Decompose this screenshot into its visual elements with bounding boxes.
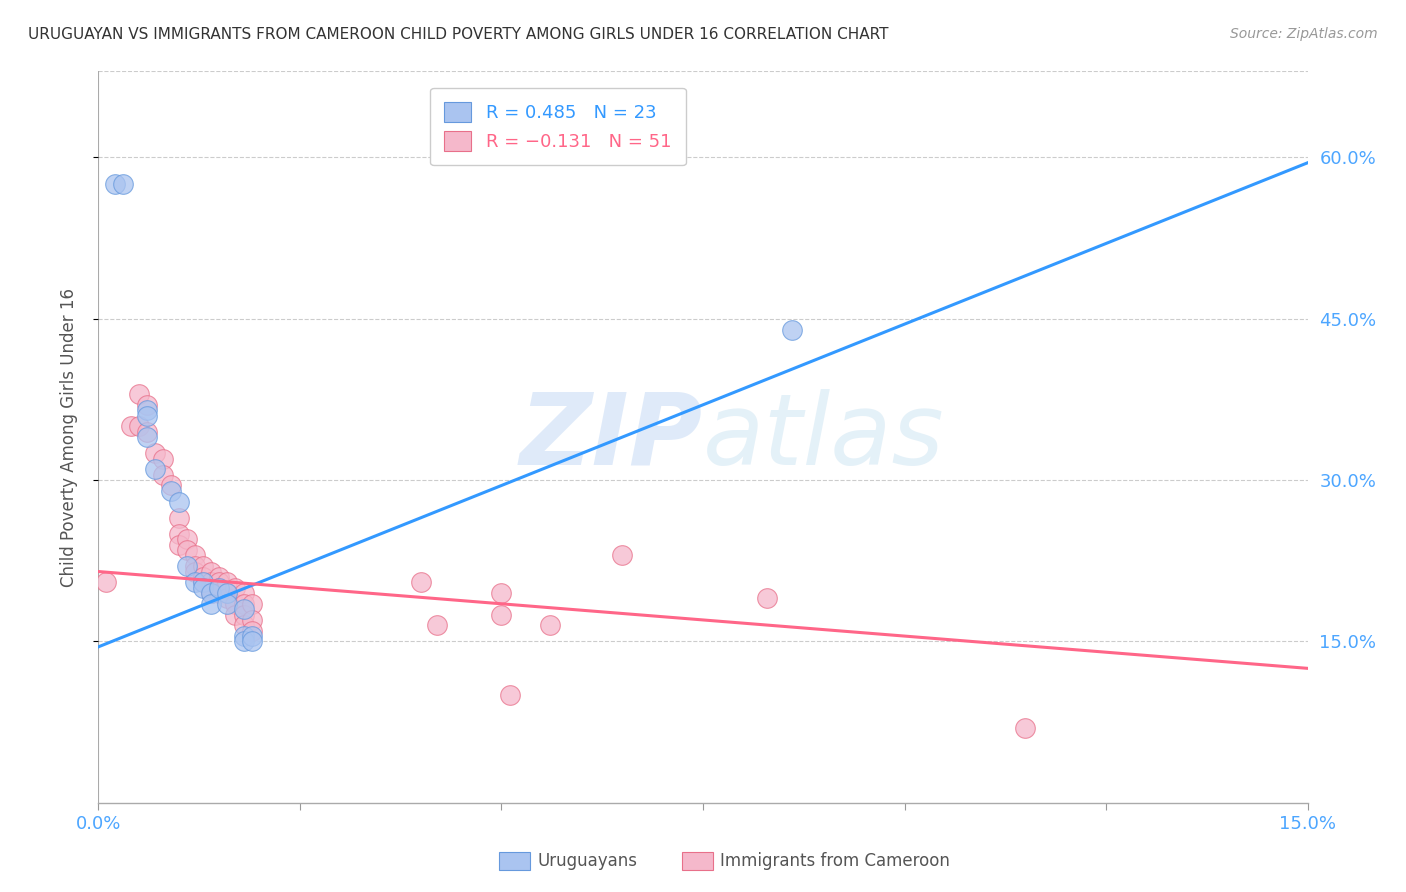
Point [135, 403, 157, 417]
Point [167, 538, 190, 552]
Point [217, 591, 239, 606]
Point [612, 549, 634, 563]
Point [128, 419, 150, 434]
Point [143, 462, 166, 476]
Point [224, 597, 246, 611]
Point [111, 178, 134, 192]
Point [193, 575, 215, 590]
Point [160, 483, 183, 498]
Point [208, 581, 231, 595]
Point [135, 430, 157, 444]
Point [240, 613, 263, 627]
Point [128, 387, 150, 401]
Point [217, 597, 239, 611]
Point [135, 398, 157, 412]
Point [200, 565, 222, 579]
Legend: R = 0.485   N = 23, R = −0.131   N = 51: R = 0.485 N = 23, R = −0.131 N = 51 [430, 87, 686, 165]
Point [240, 629, 263, 643]
Text: ZIP: ZIP [520, 389, 703, 485]
Point [224, 581, 246, 595]
Point [232, 618, 254, 632]
Point [232, 597, 254, 611]
Point [167, 527, 190, 541]
Point [232, 629, 254, 643]
Point [184, 559, 207, 574]
Point [200, 581, 222, 595]
Point [208, 581, 231, 595]
Point [217, 586, 239, 600]
Point [217, 586, 239, 600]
Text: Source: ZipAtlas.com: Source: ZipAtlas.com [1230, 27, 1378, 41]
Point [176, 533, 198, 547]
Point [208, 586, 231, 600]
Point [200, 575, 222, 590]
Point [426, 618, 449, 632]
Point [135, 425, 157, 439]
Point [498, 688, 520, 702]
Point [409, 575, 432, 590]
Point [200, 586, 222, 600]
Point [491, 586, 513, 600]
Point [780, 322, 803, 336]
Point [184, 575, 207, 590]
Point [756, 591, 779, 606]
Point [103, 178, 125, 192]
Point [176, 559, 198, 574]
Point [184, 565, 207, 579]
Point [232, 602, 254, 616]
Point [491, 607, 513, 622]
Text: atlas: atlas [703, 389, 945, 485]
Point [184, 549, 207, 563]
Point [152, 467, 174, 482]
Point [232, 586, 254, 600]
Point [167, 494, 190, 508]
Point [152, 451, 174, 466]
Point [193, 559, 215, 574]
Point [240, 634, 263, 648]
Point [200, 597, 222, 611]
Point [1014, 721, 1036, 735]
Point [240, 624, 263, 638]
Point [232, 607, 254, 622]
Point [160, 478, 183, 492]
Point [208, 575, 231, 590]
Text: Uruguayans: Uruguayans [537, 852, 637, 870]
Point [143, 446, 166, 460]
Point [240, 597, 263, 611]
Y-axis label: Child Poverty Among Girls Under 16: Child Poverty Among Girls Under 16 [59, 287, 77, 587]
Point [193, 575, 215, 590]
Point [167, 510, 190, 524]
Point [217, 575, 239, 590]
Point [232, 634, 254, 648]
Point [135, 409, 157, 423]
Point [120, 419, 142, 434]
Point [193, 570, 215, 584]
Point [208, 570, 231, 584]
Point [538, 618, 561, 632]
Text: Immigrants from Cameroon: Immigrants from Cameroon [720, 852, 949, 870]
Point [193, 581, 215, 595]
Text: URUGUAYAN VS IMMIGRANTS FROM CAMEROON CHILD POVERTY AMONG GIRLS UNDER 16 CORRELA: URUGUAYAN VS IMMIGRANTS FROM CAMEROON CH… [28, 27, 889, 42]
Point [224, 607, 246, 622]
Point [200, 586, 222, 600]
Point [96, 575, 118, 590]
Point [176, 543, 198, 558]
